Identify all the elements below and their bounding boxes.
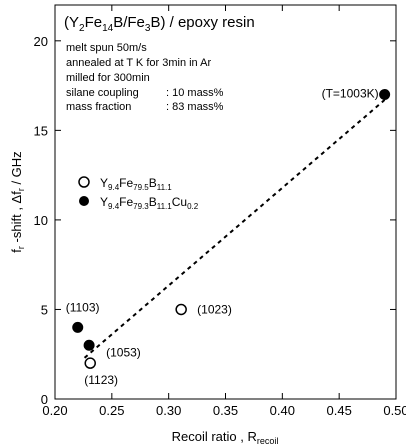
x-axis-label: Recoil ratio , Rrecoil bbox=[172, 429, 279, 446]
data-point-label: (T=1003K) bbox=[322, 87, 379, 101]
x-tick-label: 0.40 bbox=[270, 403, 295, 418]
data-point-label: (1023) bbox=[197, 302, 232, 316]
note-silane-label: silane coupling bbox=[66, 87, 139, 99]
data-point-label: (1103) bbox=[66, 300, 100, 314]
y-axis-label: fr -shift , Δfr / GHz bbox=[9, 151, 26, 252]
data-point-open bbox=[84, 357, 96, 369]
legend-open-circle-marker bbox=[78, 176, 90, 188]
y-axis-ticks: 0 5 10 15 20 bbox=[34, 34, 396, 407]
data-markers bbox=[72, 89, 391, 369]
x-tick-label: 0.30 bbox=[156, 403, 181, 418]
note-mass-label: mass fraction bbox=[66, 101, 131, 113]
trend-line bbox=[83, 99, 386, 359]
data-point-open bbox=[175, 303, 187, 316]
note-milled: milled for 300min bbox=[66, 72, 150, 84]
data-point-filled bbox=[72, 321, 84, 333]
note-mass-value: : 83 mass% bbox=[166, 101, 224, 113]
x-tick-label: 0.35 bbox=[213, 403, 238, 418]
legend-filled-circle-marker bbox=[79, 196, 89, 206]
data-point-label: (1053) bbox=[106, 345, 141, 359]
x-tick-label: 0.20 bbox=[42, 403, 67, 418]
y-tick-label: 5 bbox=[41, 302, 48, 317]
y-tick-label: 10 bbox=[34, 213, 48, 228]
note-silane-value: : 10 mass% bbox=[166, 87, 224, 99]
x-tick-label: 0.50 bbox=[383, 403, 406, 418]
legend: Y9.4Fe79.5B11.1 Y9.4Fe79.3B11.1Cu0.2 bbox=[78, 176, 199, 211]
legend-entry-series-1: Y9.4Fe79.5B11.1 bbox=[100, 176, 172, 192]
data-point-filled bbox=[83, 339, 95, 351]
x-tick-label: 0.45 bbox=[327, 403, 352, 418]
plot-frame bbox=[54, 4, 397, 400]
data-point-label: (1123) bbox=[84, 373, 118, 387]
y-tick-label: 0 bbox=[41, 392, 48, 407]
note-melt-spun: melt spun 50m/s bbox=[66, 42, 147, 54]
data-point-filled bbox=[379, 89, 391, 101]
data-point-labels: (1123) (1023) (1103) (1053) (T=1003K) bbox=[66, 87, 379, 388]
x-tick-label: 0.25 bbox=[99, 403, 124, 418]
y-tick-label: 20 bbox=[34, 34, 48, 49]
chart-title: (Y2Fe14B/Fe3B) / epoxy resin bbox=[64, 14, 255, 34]
legend-entry-series-2: Y9.4Fe79.3B11.1Cu0.2 bbox=[100, 195, 199, 211]
y-tick-label: 15 bbox=[34, 123, 48, 138]
note-annealed: annealed at T K for 3min in Ar bbox=[66, 57, 211, 69]
x-axis-ticks: 0.20 0.25 0.30 0.35 0.40 0.45 0.50 bbox=[42, 5, 406, 418]
